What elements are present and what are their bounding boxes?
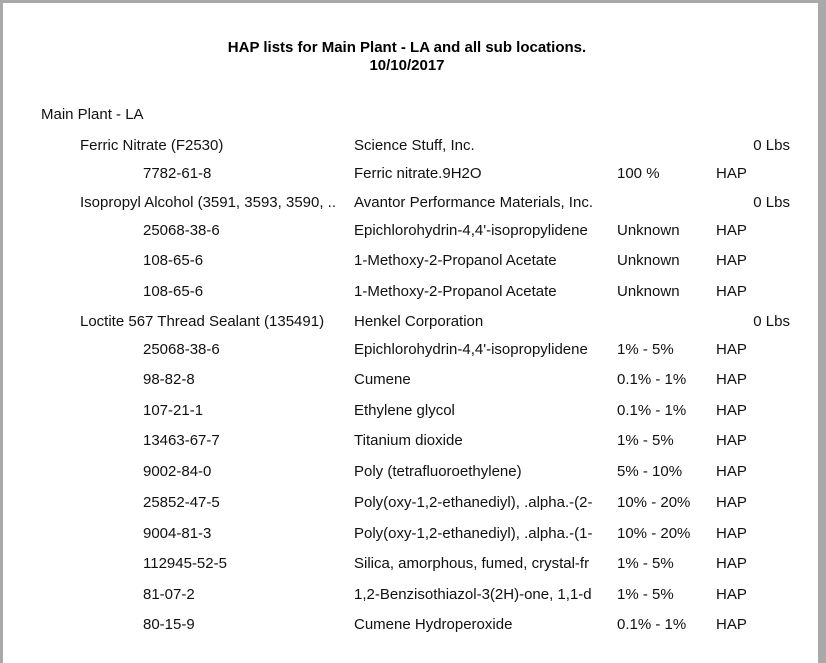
component-chemical: Cumene Hydroperoxide xyxy=(354,616,513,633)
component-percent: 0.1% - 1% xyxy=(617,616,687,633)
component-percent: 5% - 10% xyxy=(617,463,683,480)
component-chemical: 1,2-Benzisothiazol-3(2H)-one, 1,1-d xyxy=(354,586,592,603)
component-cas: 108-65-6 xyxy=(143,283,204,300)
component-type: HAP xyxy=(716,586,747,603)
component-cas: 98-82-8 xyxy=(143,371,195,388)
component-chemical: Ferric nitrate.9H2O xyxy=(354,165,482,182)
component-chemical: Epichlorohydrin-4,4'-isopropylidene xyxy=(354,222,588,239)
component-percent: 1% - 5% xyxy=(617,586,674,603)
component-cas: 107-21-1 xyxy=(143,402,204,419)
product-amount: 0 Lbs xyxy=(753,313,790,330)
component-chemical: Cumene xyxy=(354,371,411,388)
component-percent: Unknown xyxy=(617,252,680,269)
component-percent: 0.1% - 1% xyxy=(617,402,687,419)
component-cas: 25068-38-6 xyxy=(143,341,220,358)
component-percent: 1% - 5% xyxy=(617,341,674,358)
report-page: HAP lists for Main Plant - LA and all su… xyxy=(3,3,818,663)
component-cas: 9002-84-0 xyxy=(143,463,212,480)
component-type: HAP xyxy=(716,165,747,182)
product-name: Ferric Nitrate (F2530) xyxy=(80,137,224,154)
component-type: HAP xyxy=(716,402,747,419)
component-cas: 108-65-6 xyxy=(143,252,204,269)
product-name: Loctite 567 Thread Sealant (135491) xyxy=(80,313,325,330)
product-supplier: Henkel Corporation xyxy=(354,313,484,330)
component-chemical: Poly (tetrafluoroethylene) xyxy=(354,463,522,480)
component-type: HAP xyxy=(716,341,747,358)
product-supplier: Avantor Performance Materials, Inc. xyxy=(354,194,593,211)
component-cas: 25852-47-5 xyxy=(143,494,220,511)
component-chemical: 1-Methoxy-2-Propanol Acetate xyxy=(354,252,557,269)
location-heading: Main Plant - LA xyxy=(41,106,144,123)
component-chemical: 1-Methoxy-2-Propanol Acetate xyxy=(354,283,557,300)
report-date: 10/10/2017 xyxy=(369,57,445,74)
component-chemical: Ethylene glycol xyxy=(354,402,455,419)
component-type: HAP xyxy=(716,283,747,300)
component-percent: Unknown xyxy=(617,222,680,239)
component-percent: Unknown xyxy=(617,283,680,300)
component-cas: 7782-61-8 xyxy=(143,165,212,182)
product-amount: 0 Lbs xyxy=(753,137,790,154)
component-type: HAP xyxy=(716,494,747,511)
product-amount: 0 Lbs xyxy=(753,194,790,211)
component-percent: 1% - 5% xyxy=(617,432,674,449)
component-chemical: Poly(oxy-1,2-ethanediyl), .alpha.-(1- xyxy=(354,525,593,542)
component-percent: 100 % xyxy=(617,165,660,182)
component-chemical: Poly(oxy-1,2-ethanediyl), .alpha.-(2- xyxy=(354,494,593,511)
component-type: HAP xyxy=(716,222,747,239)
component-percent: 10% - 20% xyxy=(617,525,691,542)
component-percent: 0.1% - 1% xyxy=(617,371,687,388)
product-supplier: Science Stuff, Inc. xyxy=(354,137,475,154)
component-percent: 1% - 5% xyxy=(617,555,674,572)
component-chemical: Silica, amorphous, fumed, crystal-fr xyxy=(354,555,590,572)
component-type: HAP xyxy=(716,555,747,572)
component-cas: 25068-38-6 xyxy=(143,222,220,239)
component-chemical: Titanium dioxide xyxy=(354,432,463,449)
component-cas: 13463-67-7 xyxy=(143,432,220,449)
component-type: HAP xyxy=(716,463,747,480)
component-type: HAP xyxy=(716,252,747,269)
component-type: HAP xyxy=(716,371,747,388)
product-name: Isopropyl Alcohol (3591, 3593, 3590, .. xyxy=(80,194,337,211)
component-type: HAP xyxy=(716,432,747,449)
component-type: HAP xyxy=(716,525,747,542)
component-percent: 10% - 20% xyxy=(617,494,691,511)
component-type: HAP xyxy=(716,616,747,633)
component-cas: 112945-52-5 xyxy=(143,555,227,572)
component-cas: 9004-81-3 xyxy=(143,525,212,542)
report-title: HAP lists for Main Plant - LA and all su… xyxy=(227,39,587,56)
component-chemical: Epichlorohydrin-4,4'-isopropylidene xyxy=(354,341,588,358)
component-cas: 80-15-9 xyxy=(143,616,195,633)
component-cas: 81-07-2 xyxy=(143,586,195,603)
